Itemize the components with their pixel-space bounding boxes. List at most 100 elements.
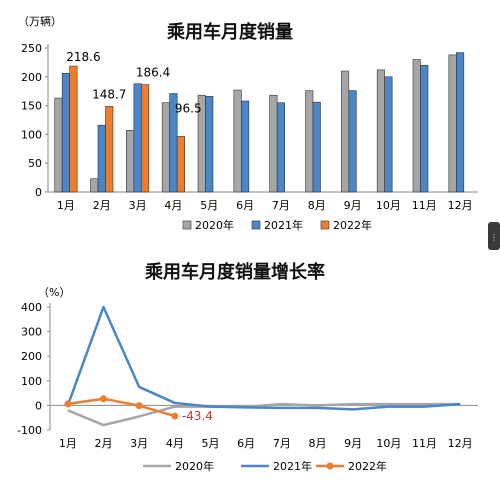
line-point-2022年-3月	[135, 402, 143, 410]
bar-2021年-11月	[420, 64, 429, 193]
bar-2022年-4月	[176, 136, 185, 193]
bar-2020年-10月	[376, 69, 385, 193]
line-legend-label-2021年: 2021年	[273, 459, 312, 473]
line-y-tick-label: 300	[21, 326, 42, 339]
line-y-tick-label: 400	[21, 301, 42, 314]
bar-2020年-8月	[305, 90, 314, 193]
bar-2021年-9月	[348, 90, 357, 193]
bar-2020年-4月	[161, 102, 170, 193]
bar-legend-swatch-2022年	[320, 220, 330, 230]
line-x-tick-label: 11月	[412, 437, 437, 450]
line-x-tick-label: 5月	[202, 437, 220, 450]
line-x-tick-label: 1月	[59, 437, 77, 450]
bar-2021年-5月	[205, 96, 214, 193]
line-series-2022年	[67, 397, 176, 418]
line-x-tick-label: 7月	[273, 437, 291, 450]
bar-data-label: 186.4	[136, 66, 170, 80]
line-chart-unit: （%）	[38, 286, 70, 299]
bar-2022年-1月	[69, 65, 78, 193]
bar-2020年-3月	[126, 130, 135, 193]
bar-legend-swatch-2021年	[251, 220, 261, 230]
bar-x-tick-label: 7月	[272, 199, 290, 212]
line-legend-label-2022年: 2022年	[348, 459, 387, 473]
bar-x-tick-label: 5月	[200, 199, 218, 212]
bar-2021年-8月	[312, 101, 321, 193]
bar-2021年-6月	[241, 100, 250, 193]
line-legend-marker-2022年	[326, 462, 334, 470]
bar-x-tick-label: 6月	[236, 199, 254, 212]
line-point-2022年-2月	[100, 395, 107, 403]
line-legend-label-2020年: 2020年	[175, 459, 214, 473]
bar-legend-label-2022年: 2022年	[333, 218, 372, 232]
bar-y-tick-label: 250	[21, 42, 42, 55]
bar-2021年-1月	[61, 73, 70, 193]
bar-2021年-10月	[384, 76, 393, 193]
line-x-tick-label: 3月	[130, 437, 148, 450]
line-y-tick-label: 100	[21, 375, 42, 388]
bar-legend-label-2021年: 2021年	[264, 218, 303, 232]
svg-text:⋮: ⋮	[490, 233, 498, 242]
line-series-2020年	[67, 402, 461, 427]
bar-2022年-3月	[141, 84, 150, 193]
side-scroll-handle[interactable]: ⋮	[488, 222, 500, 250]
bar-x-tick-label: 11月	[412, 199, 437, 212]
bar-2021年-3月	[133, 83, 142, 193]
line-y-tick-label: 200	[21, 350, 42, 363]
line-chart-axes: -100 0 100 200 300 400 1月 2月 3月 4月 5月 6月 7月 8月 9月 10月 11…	[17, 301, 478, 450]
bar-2020年-7月	[269, 94, 278, 193]
line-y-tick-label: -100	[17, 424, 42, 437]
line-x-tick-label: 2月	[95, 437, 113, 450]
bar-chart: 乘用车月度销量 （万辆） 0 50 100 150 200 250 1月 2月 3月 4月 5月 6月…	[18, 14, 478, 232]
line-x-tick-label: 12月	[448, 437, 473, 450]
bar-2020年-9月	[341, 70, 350, 193]
bar-2021年-7月	[276, 102, 285, 193]
bar-2021年-12月	[456, 52, 465, 193]
bar-x-tick-label: 1月	[57, 199, 75, 212]
line-x-tick-label: 4月	[166, 437, 184, 450]
line-chart-data-labels: -43.4	[182, 409, 213, 423]
bar-chart-marks	[54, 52, 465, 193]
line-point-2022年-1月	[64, 400, 72, 408]
bar-2020年-2月	[90, 178, 99, 193]
line-data-label: -43.4	[182, 409, 213, 423]
bar-2020年-1月	[54, 97, 63, 193]
bar-2020年-6月	[233, 89, 242, 193]
bar-chart-legend: 2020年 2021年 2022年	[182, 218, 372, 232]
bar-chart-data-labels: 218.6 148.7 186.4 96.5	[66, 50, 201, 115]
bar-chart-unit: （万辆）	[18, 14, 62, 28]
line-chart-legend: 2020年 2021年 2022年	[143, 459, 387, 473]
line-y-tick-label: 0	[35, 399, 42, 412]
line-series-2021年	[66, 305, 461, 411]
line-chart-marks	[64, 305, 461, 427]
bar-y-tick-label: 0	[35, 186, 42, 199]
bar-x-tick-label: 10月	[376, 199, 401, 212]
line-x-tick-label: 6月	[237, 437, 255, 450]
bar-legend-swatch-2020年	[182, 220, 192, 230]
bar-x-tick-label: 4月	[164, 199, 182, 212]
line-point-2022年-4月	[171, 412, 179, 420]
bar-x-tick-label: 12月	[448, 199, 473, 212]
bar-x-tick-label: 2月	[93, 199, 111, 212]
bar-2021年-2月	[97, 124, 106, 193]
bar-data-label: 148.7	[92, 87, 126, 101]
bar-chart-title: 乘用车月度销量	[166, 21, 293, 43]
line-chart: 乘用车月度销量增长率 （%） -100 0 100 200 300 400 1月 2月 3月 4月…	[17, 261, 478, 473]
line-chart-title: 乘用车月度销量增长率	[144, 261, 325, 283]
bar-chart-axes: 0 50 100 150 200 250 1月 2月 3月 4月 5月 6月 7月 8月 9月 10月 11月 1…	[21, 42, 478, 212]
bar-y-tick-label: 150	[21, 100, 42, 113]
bar-y-tick-label: 50	[28, 157, 42, 170]
bar-2020年-11月	[412, 59, 421, 193]
bar-x-tick-label: 9月	[344, 199, 362, 212]
line-x-tick-label: 10月	[376, 437, 401, 450]
bar-x-tick-label: 8月	[308, 199, 326, 212]
bar-y-tick-label: 100	[21, 128, 42, 141]
bar-x-tick-label: 3月	[129, 199, 147, 212]
line-x-tick-label: 8月	[309, 437, 327, 450]
bar-2022年-2月	[105, 106, 114, 193]
bar-2020年-12月	[448, 54, 457, 193]
line-x-tick-label: 9月	[344, 437, 362, 450]
bar-legend-label-2020年: 2020年	[195, 218, 234, 232]
bar-y-tick-label: 200	[21, 71, 42, 84]
bar-data-label: 218.6	[66, 50, 100, 64]
